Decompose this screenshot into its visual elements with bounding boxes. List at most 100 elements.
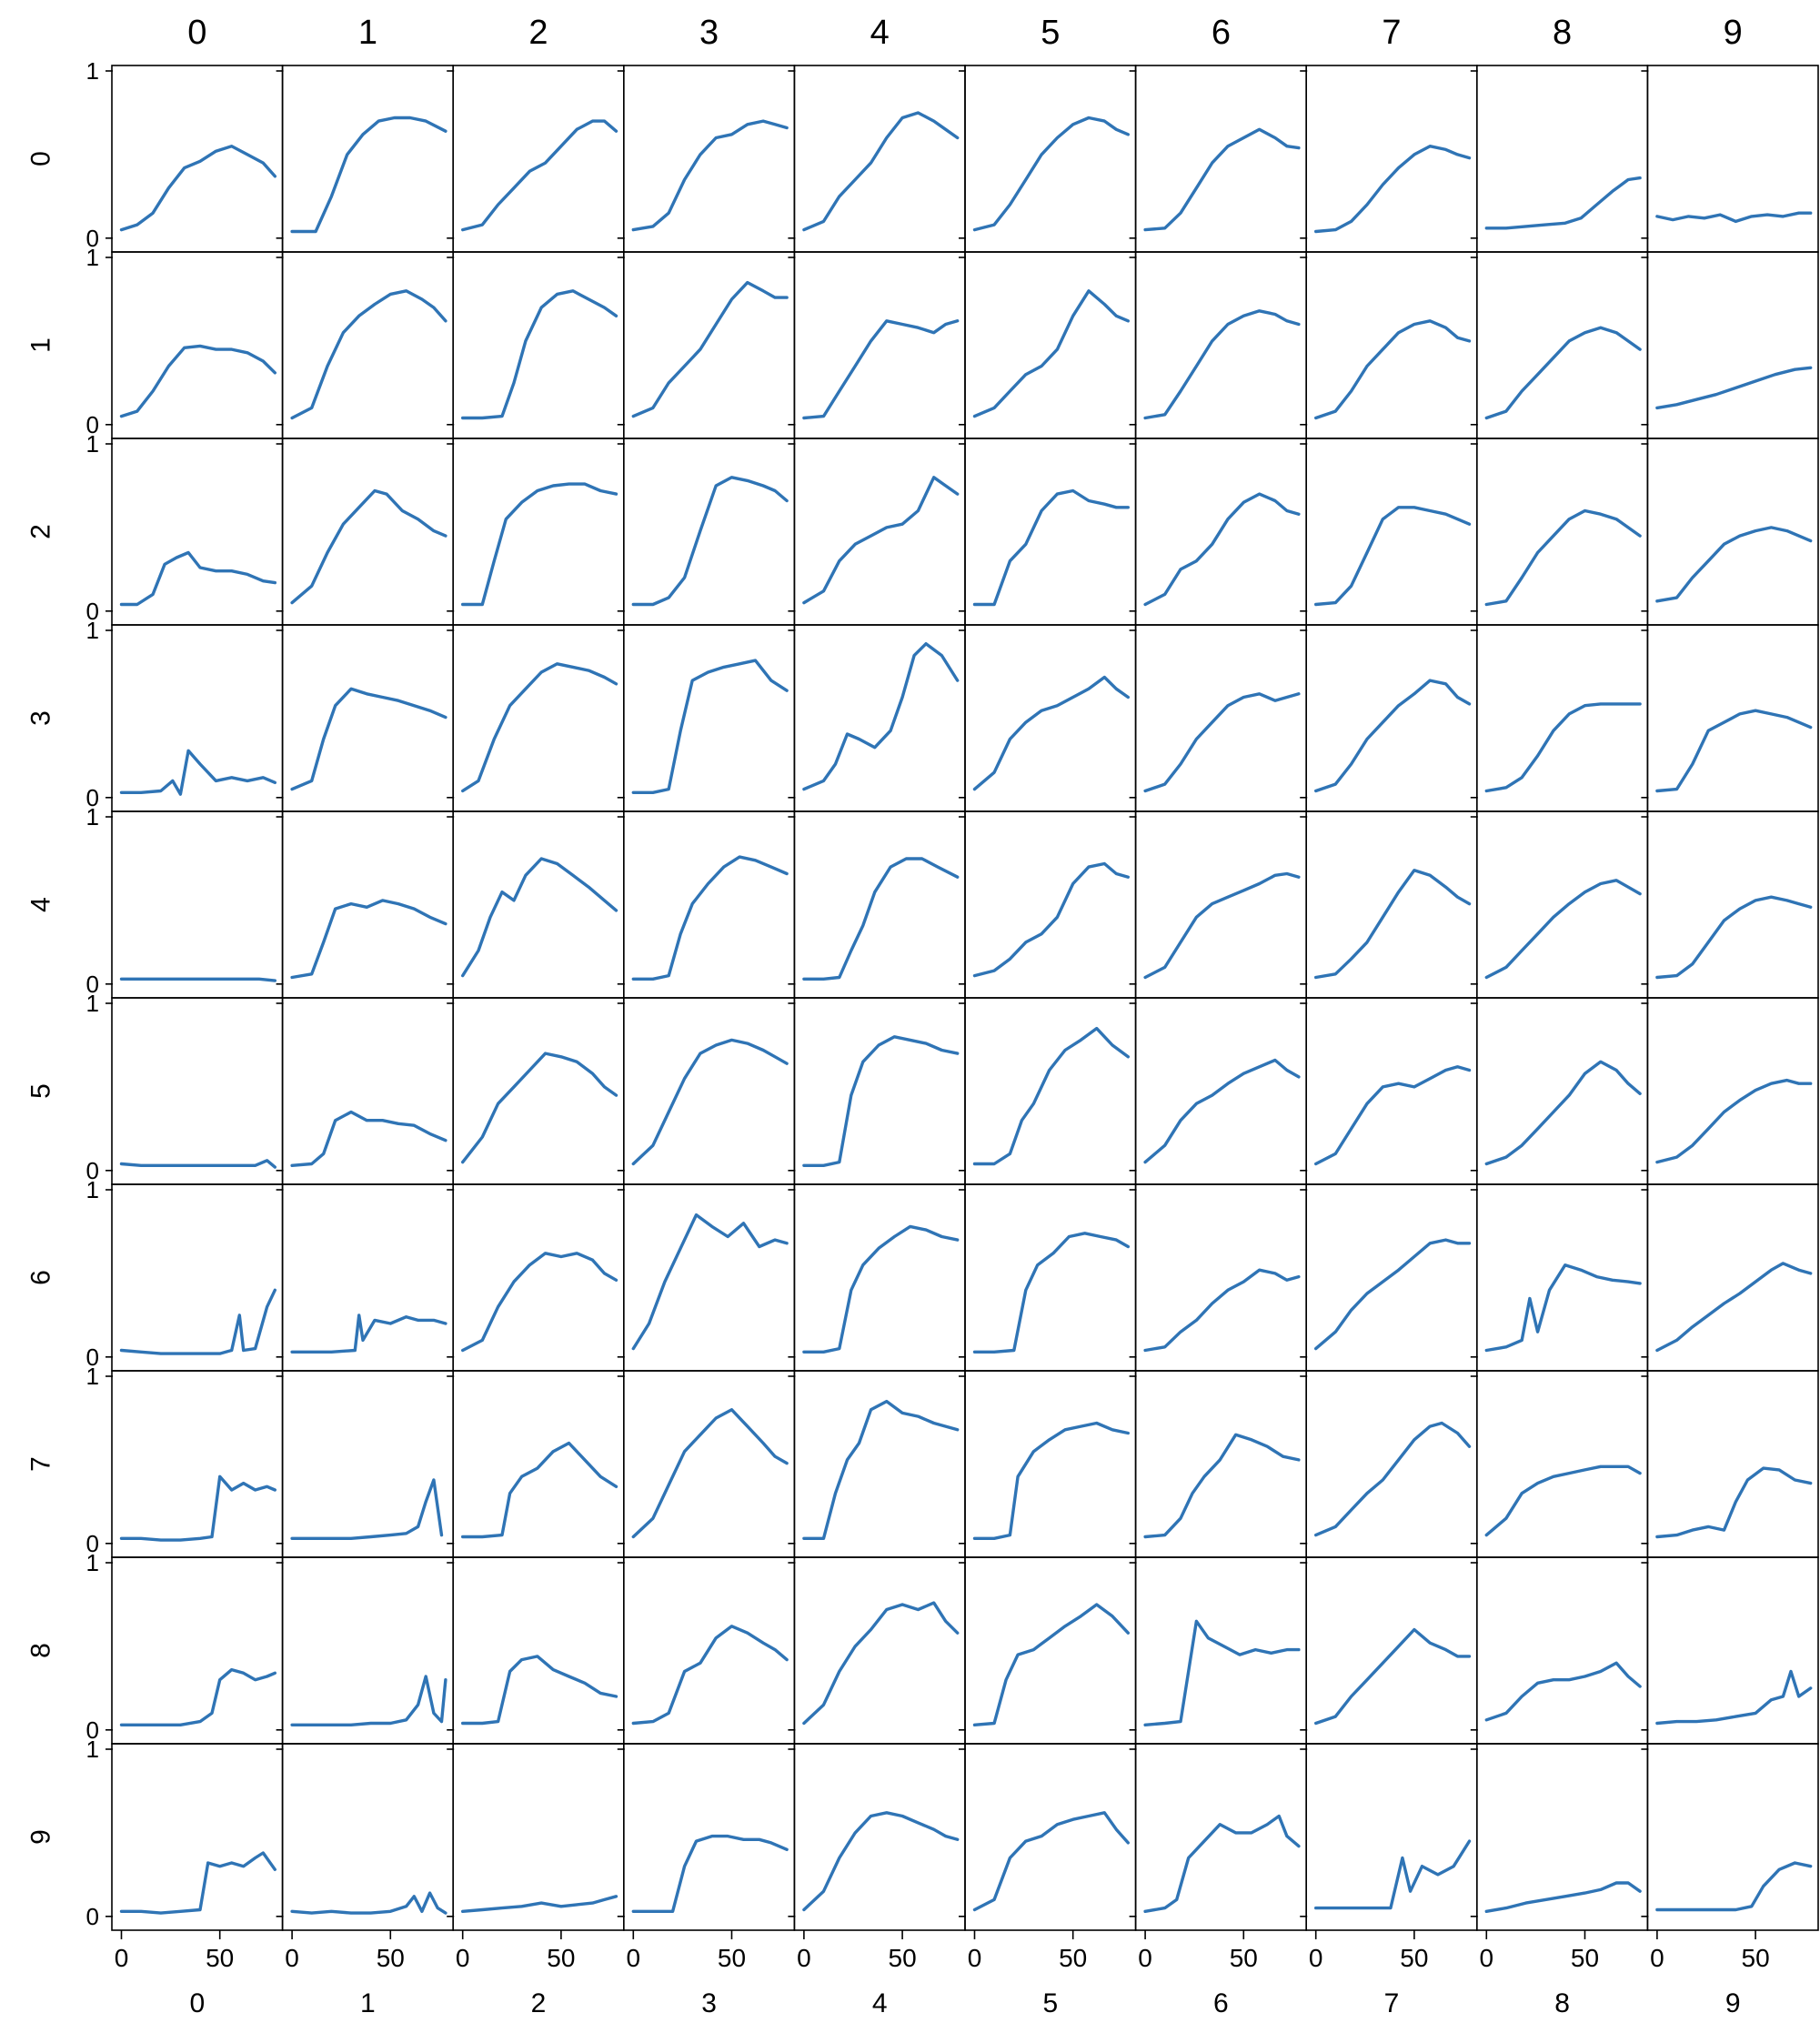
panel-frame-r4-c5: [964, 810, 1137, 999]
panel-frame-r7-c6: [1134, 1370, 1307, 1558]
ytick-label-r0: 0: [86, 225, 99, 252]
series-line-r0-c2: [461, 119, 618, 232]
series-line-r2-c9: [1655, 526, 1813, 603]
panel-frame-r4-c0: [111, 810, 284, 999]
panel-frame-r8-c0: [111, 1556, 284, 1745]
xtick-label-c9: 0: [1650, 1944, 1664, 1972]
panel-frame-r1-c9: [1646, 251, 1819, 439]
series-line-r8-c2: [461, 1655, 618, 1726]
xtick-label-c3: 0: [627, 1944, 641, 1972]
panel-frame-r4-c1: [281, 810, 455, 999]
series-line-r4-c4: [802, 857, 960, 981]
panel-frame-r7-c0: [111, 1370, 284, 1558]
x-bottom-label-1: 1: [360, 1988, 376, 2018]
panel-frame-r7-c8: [1476, 1370, 1649, 1558]
series-line-r9-c4: [802, 1811, 960, 1912]
panel-frame-r5-c5: [964, 997, 1137, 1185]
series-line-r9-c9: [1655, 1861, 1813, 1912]
panel-frame-r0-c2: [452, 65, 625, 253]
series-line-r4-c8: [1484, 879, 1642, 980]
panel-frame-r2-c8: [1476, 438, 1649, 626]
x-bottom-label-4: 4: [872, 1988, 888, 2018]
row-label-6: 6: [26, 1270, 56, 1285]
series-line-r3-c4: [802, 642, 960, 791]
panel-frame-r1-c2: [452, 251, 625, 439]
ytick-label-r6: 0: [86, 1344, 99, 1371]
x-bottom-label-6: 6: [1213, 1988, 1229, 2018]
ytick-label-r4: 1: [86, 803, 99, 830]
ytick-label-r3: 0: [86, 784, 99, 811]
panel-frame-r5-c0: [111, 997, 284, 1185]
col-title-0: 0: [187, 14, 206, 52]
series-line-r6-c9: [1655, 1262, 1813, 1353]
series-line-r6-c0: [119, 1288, 277, 1355]
series-line-r7-c9: [1655, 1466, 1813, 1539]
panel-frame-r6-c1: [281, 1183, 455, 1372]
panel-frame-r3-c2: [452, 624, 625, 812]
series-line-r6-c7: [1314, 1238, 1472, 1351]
panel-frame-r7-c1: [281, 1370, 455, 1558]
row-label-7: 7: [26, 1456, 56, 1472]
panel-frame-r0-c9: [1646, 65, 1819, 253]
col-title-2: 2: [528, 14, 548, 52]
panel-frame-r6-c3: [622, 1183, 796, 1372]
panel-frame-r3-c8: [1476, 624, 1649, 812]
series-line-r5-c7: [1314, 1065, 1472, 1166]
col-title-4: 4: [870, 14, 890, 52]
panel-frame-r4-c2: [452, 810, 625, 999]
panel-frame-r2-c3: [622, 438, 796, 626]
series-line-r6-c5: [972, 1232, 1130, 1354]
ytick-label-r8: 1: [86, 1549, 99, 1576]
series-line-r2-c2: [461, 482, 618, 607]
panel-frame-r7-c2: [452, 1370, 625, 1558]
panel-frame-r8-c7: [1305, 1556, 1478, 1745]
panel-frame-r1-c8: [1476, 251, 1649, 439]
series-line-r7-c6: [1143, 1433, 1301, 1539]
series-line-r3-c3: [631, 659, 789, 794]
xtick-label-c1: 0: [285, 1944, 299, 1972]
ytick-label-r4: 0: [86, 971, 99, 998]
series-line-r6-c4: [802, 1224, 960, 1354]
panel-frame-r7-c4: [793, 1370, 966, 1558]
series-line-r2-c1: [290, 488, 447, 605]
series-line-r1-c8: [1484, 326, 1642, 420]
ytick-label-r8: 0: [86, 1716, 99, 1744]
panel-frame-r3-c6: [1134, 624, 1307, 812]
series-line-r6-c8: [1484, 1263, 1642, 1353]
xtick-label-c6: 0: [1138, 1944, 1152, 1972]
x-bottom-label-5: 5: [1042, 1988, 1058, 2018]
ytick-label-r3: 1: [86, 617, 99, 644]
series-line-r0-c1: [290, 116, 447, 234]
series-line-r6-c2: [461, 1252, 618, 1353]
row-label-2: 2: [26, 524, 56, 539]
series-line-r0-c4: [802, 111, 960, 232]
series-line-r7-c0: [119, 1474, 277, 1542]
series-line-r5-c5: [972, 1026, 1130, 1166]
series-line-r5-c1: [290, 1110, 447, 1167]
series-line-r0-c9: [1655, 211, 1813, 224]
panel-frame-r5-c8: [1476, 997, 1649, 1185]
series-line-r1-c2: [461, 289, 618, 420]
series-line-r3-c2: [461, 662, 618, 793]
panel-frame-r6-c8: [1476, 1183, 1649, 1372]
series-line-r4-c7: [1314, 869, 1472, 980]
series-line-r7-c3: [631, 1408, 789, 1539]
col-title-6: 6: [1212, 14, 1231, 52]
series-line-r4-c9: [1655, 895, 1813, 980]
series-line-r8-c7: [1314, 1627, 1472, 1726]
panel-frame-r6-c4: [793, 1183, 966, 1372]
col-title-5: 5: [1041, 14, 1060, 52]
ytick-label-r9: 1: [86, 1736, 99, 1763]
panel-frame-r3-c3: [622, 624, 796, 812]
series-line-r2-c8: [1484, 508, 1642, 607]
panel-frame-r9-c0: [111, 1743, 284, 1931]
col-title-3: 3: [699, 14, 719, 52]
series-line-r1-c9: [1655, 366, 1813, 410]
series-line-r2-c7: [1314, 506, 1472, 607]
x-bottom-label-3: 3: [701, 1988, 717, 2018]
panel-frame-r7-c5: [964, 1370, 1137, 1558]
xtick-label-c1: 50: [377, 1944, 405, 1972]
x-bottom-label-8: 8: [1554, 1988, 1570, 2018]
